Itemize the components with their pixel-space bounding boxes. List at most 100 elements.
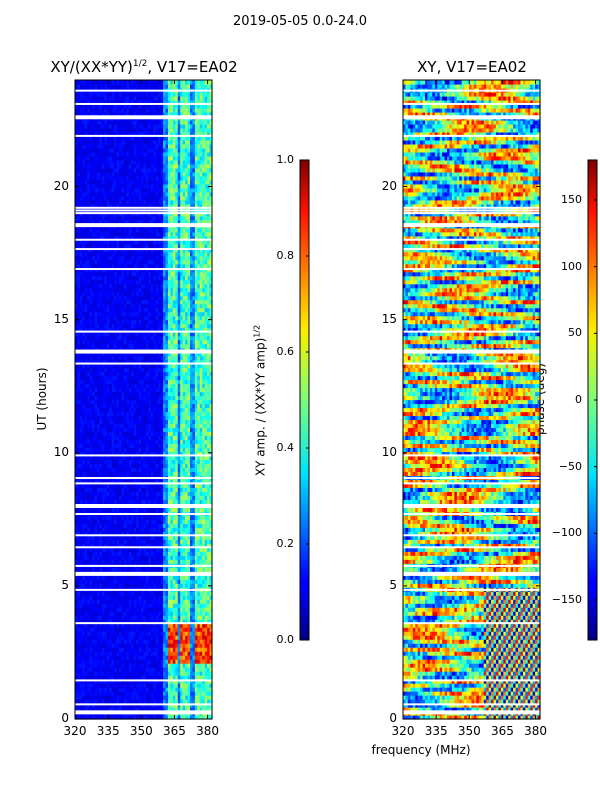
amp-cell (131, 531, 135, 536)
amp-cell (119, 691, 123, 696)
amp-cell (104, 507, 108, 512)
amp-cell (133, 535, 137, 540)
amp-cell (128, 619, 132, 624)
amp-cell (172, 627, 176, 632)
amp-cell (175, 527, 179, 532)
amp-cell (106, 583, 110, 588)
amp-cell (106, 639, 110, 644)
amp-cell (97, 583, 101, 588)
amp-cell (104, 687, 108, 692)
amp-cell (121, 527, 125, 532)
amp-cell (111, 635, 115, 640)
amp-cell (79, 591, 83, 596)
amp-cell (138, 623, 142, 628)
amp-cell (175, 675, 179, 680)
amp-cell (189, 631, 194, 636)
amp-cell (101, 567, 105, 572)
amp-cell (209, 635, 213, 640)
amp-cell (77, 555, 81, 560)
amp-cell (185, 555, 189, 560)
amp-cell (97, 619, 101, 624)
amp-cell (75, 643, 79, 648)
amp-cell (82, 615, 86, 620)
amp-cell (155, 559, 159, 564)
amp-cell (75, 575, 79, 580)
amp-cell (114, 619, 118, 624)
amp-cell (128, 547, 132, 552)
amp-cell (204, 623, 208, 628)
amp-cell (84, 551, 88, 556)
amp-cell (109, 507, 113, 512)
amp-cell (189, 651, 194, 656)
amp-cell (131, 607, 135, 612)
amp-cell (199, 607, 203, 612)
amp-cell (121, 639, 125, 644)
amp-cell (97, 507, 101, 512)
amp-cell (194, 595, 198, 600)
amp-cell (138, 695, 142, 700)
amp-cell (202, 591, 206, 596)
amp-cell (209, 543, 213, 548)
amp-cell (172, 683, 176, 688)
amp-cell (207, 615, 211, 620)
amp-cell (97, 539, 101, 544)
amp-cell (209, 539, 213, 544)
amp-cell (92, 631, 96, 636)
amp-cell (84, 655, 88, 660)
amp-cell (94, 615, 98, 620)
amp-cell (180, 579, 184, 584)
amp-cell (138, 591, 142, 596)
amp-cell (97, 655, 101, 660)
amp-cell (197, 659, 201, 664)
amp-cell (185, 655, 189, 660)
amp-cell (163, 535, 167, 540)
amp-cell (106, 607, 110, 612)
amp-cell (199, 655, 203, 660)
amp-cell (192, 531, 196, 536)
amp-cell (150, 675, 154, 680)
amp-cell (77, 611, 81, 616)
amp-cell (207, 659, 211, 664)
amp-cell (84, 523, 88, 528)
amp-cell (82, 523, 86, 528)
amp-cell (182, 683, 186, 688)
amp-cell (197, 607, 201, 612)
amp-cell (153, 699, 157, 704)
amp-cell (209, 631, 213, 636)
amp-cell (89, 627, 93, 632)
amp-cell (133, 691, 137, 696)
amp-cell (175, 583, 179, 588)
amp-cell (153, 691, 157, 696)
amp-cell (121, 619, 125, 624)
amp-cell (99, 611, 103, 616)
amp-cell (104, 599, 108, 604)
amp-cell (192, 663, 196, 668)
amp-cell (84, 615, 88, 620)
amp-cell (170, 619, 174, 624)
amp-cell (143, 555, 147, 560)
amp-cell (138, 639, 142, 644)
amp-cell (128, 527, 132, 532)
amp-cell (84, 499, 88, 504)
amp-cell (160, 627, 164, 632)
amp-cell (180, 699, 184, 704)
amp-cell (143, 615, 147, 620)
amp-cell (89, 595, 93, 600)
amp-cell (111, 523, 115, 528)
amp-cell (197, 595, 201, 600)
amp-cell (155, 591, 159, 596)
amp-cell (165, 539, 169, 544)
amp-cell (160, 539, 164, 544)
amp-cell (79, 507, 83, 512)
amp-cell (167, 687, 172, 692)
amp-cell (97, 675, 101, 680)
amp-cell (204, 627, 208, 632)
amp-cell (185, 527, 189, 532)
amp-cell (172, 699, 176, 704)
amp-cell (209, 575, 213, 580)
amp-cell (75, 687, 79, 692)
amp-cell (97, 595, 101, 600)
amp-cell (106, 523, 110, 528)
amp-cell (128, 523, 132, 528)
amp-title-main: XY/(XX*YY) (50, 58, 133, 76)
